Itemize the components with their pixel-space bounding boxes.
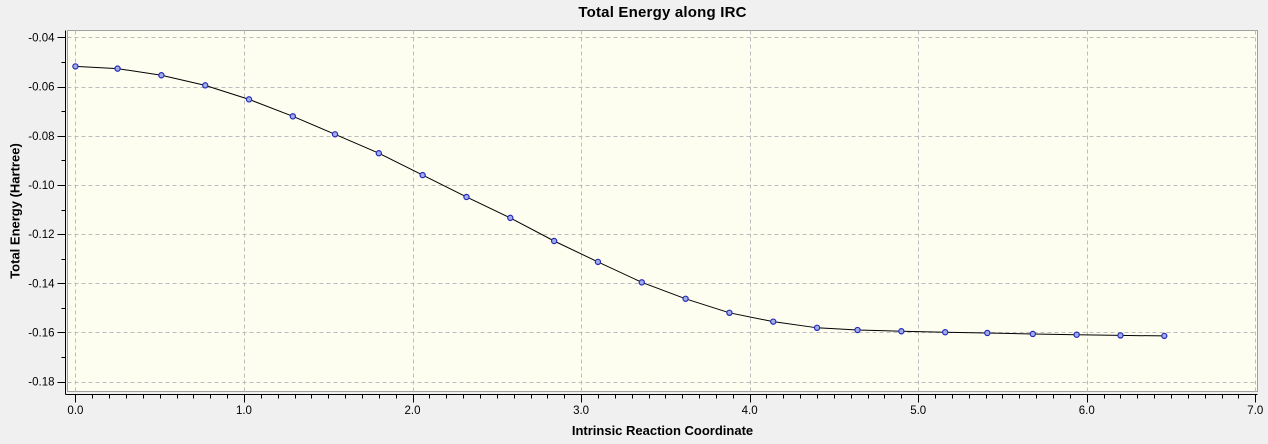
y-tick-label: -0.12	[28, 229, 54, 241]
data-point-marker	[638, 279, 645, 286]
gridlines	[67, 30, 1258, 392]
data-point-marker	[245, 96, 253, 103]
data-point-marker	[1029, 330, 1037, 338]
data-point-marker	[419, 171, 426, 179]
x-tick-label: 6.0	[1079, 405, 1095, 417]
plot-background	[67, 30, 1258, 392]
data-point-marker	[1161, 332, 1168, 340]
y-tick-label: -0.16	[28, 327, 54, 339]
data-point-marker	[898, 328, 905, 335]
data-point-marker	[375, 150, 383, 157]
chart-title: Total Energy along IRC	[578, 4, 747, 21]
x-axis-title: Intrinsic Reaction Coordinate	[571, 423, 754, 438]
x-tick-label: 2.0	[405, 405, 421, 417]
data-point-marker	[984, 329, 991, 337]
data-point-marker	[726, 309, 733, 317]
y-tick-label: -0.08	[28, 131, 54, 143]
y-tick-label: -0.10	[28, 180, 54, 192]
data-point-marker	[813, 324, 821, 332]
x-tick-label: 4.0	[742, 405, 758, 417]
data-point-marker	[289, 113, 297, 120]
data-point-marker	[594, 258, 602, 266]
data-point-marker	[1073, 331, 1080, 338]
data-point-marker	[158, 72, 165, 79]
x-tick-label: 3.0	[573, 405, 589, 417]
data-point-marker	[550, 237, 558, 245]
x-tick-label: 1.0	[236, 405, 252, 417]
data-point-marker	[1117, 332, 1124, 339]
y-tick-label: -0.14	[28, 278, 55, 290]
data-point-marker	[72, 63, 79, 70]
series-markers	[72, 63, 1168, 340]
data-point-marker	[682, 295, 689, 302]
x-tick-label: 0.0	[67, 405, 83, 417]
series-line	[75, 65, 1165, 337]
data-point-marker	[114, 65, 121, 72]
data-point-marker	[941, 329, 949, 336]
y-tick-label: -0.04	[28, 32, 55, 44]
data-point-marker	[507, 214, 514, 222]
axes	[57, 30, 1258, 403]
tick-labels: -0.04 -0.06 -0.08 -0.10 -0.12 -0.14 -0.16 -0.18…	[28, 32, 1263, 417]
x-tick-label: 7.0	[1247, 405, 1263, 417]
y-tick-label: -0.06	[28, 82, 54, 94]
data-point-marker	[463, 193, 470, 201]
data-point-marker	[202, 82, 209, 89]
data-point-marker	[854, 326, 861, 334]
x-tick-label: 5.0	[910, 405, 926, 417]
y-tick-label: -0.18	[28, 377, 54, 389]
data-point-marker	[770, 318, 777, 325]
data-point-marker	[331, 131, 339, 138]
